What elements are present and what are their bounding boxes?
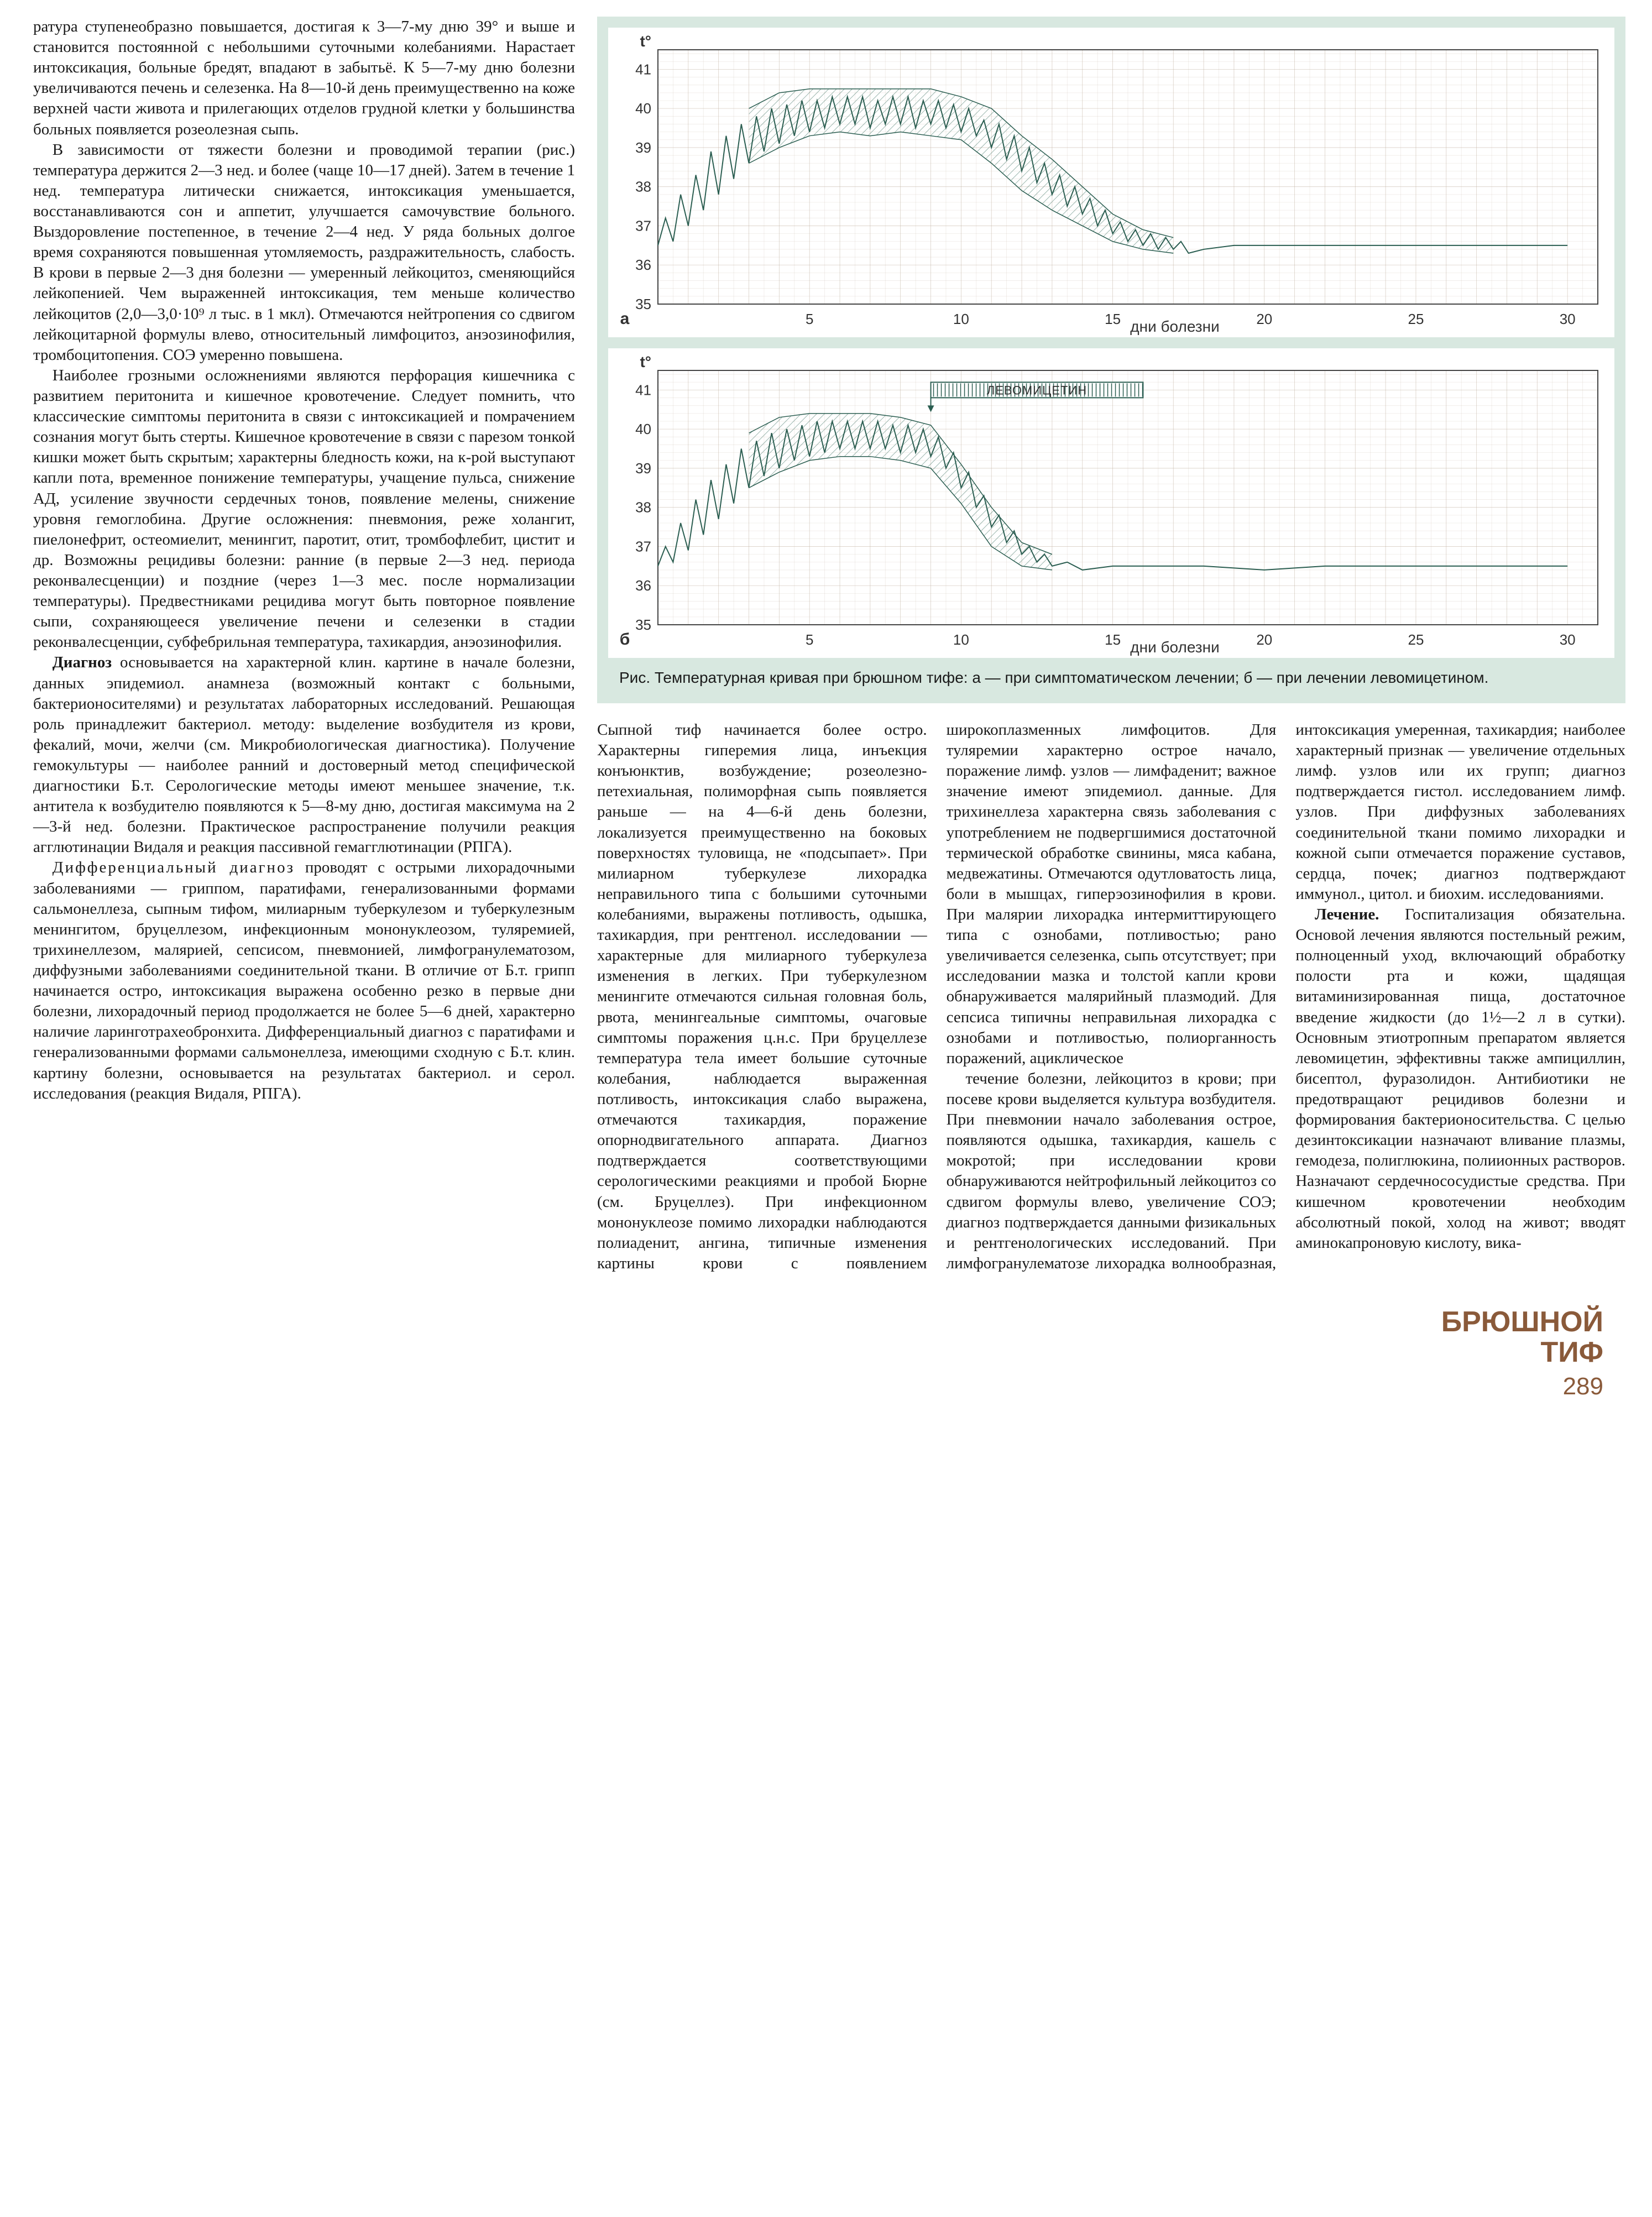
svg-text:б: б	[620, 630, 630, 649]
svg-text:36: 36	[635, 577, 651, 594]
svg-text:25: 25	[1408, 631, 1424, 648]
svg-text:20: 20	[1256, 631, 1272, 648]
svg-text:35: 35	[635, 616, 651, 633]
svg-text:30: 30	[1560, 311, 1576, 327]
para-1: ратура ступенеобразно повышается, достиг…	[33, 17, 575, 140]
svg-text:40: 40	[635, 100, 651, 117]
article-title-line2: ТИФ	[597, 1337, 1603, 1368]
svg-text:37: 37	[635, 538, 651, 555]
svg-text:15: 15	[1105, 311, 1121, 327]
para-5: Дифференциальный диагноз проводят с остр…	[33, 857, 575, 1104]
svg-text:25: 25	[1408, 311, 1424, 327]
svg-text:39: 39	[635, 460, 651, 477]
bottom-text-columns: Сыпной тиф начинается более остро. Харак…	[597, 720, 1625, 1274]
figure-caption: Рис. Температурная кривая при брюшном ти…	[608, 669, 1614, 692]
svg-text:41: 41	[635, 61, 651, 77]
svg-text:5: 5	[806, 311, 813, 327]
svg-text:20: 20	[1256, 311, 1272, 327]
figure-block: 3536373839404151015202530t°дни болезниа …	[597, 17, 1625, 703]
svg-text:30: 30	[1560, 631, 1576, 648]
svg-text:38: 38	[635, 179, 651, 195]
svg-text:10: 10	[953, 311, 969, 327]
para-4: Диагноз основывается на характерной клин…	[33, 652, 575, 857]
svg-text:t°: t°	[640, 353, 651, 370]
svg-text:5: 5	[806, 631, 813, 648]
para-3: Наиболее грозными осложнениями являются …	[33, 365, 575, 653]
left-text-column: ратура ступенеобразно повышается, достиг…	[33, 17, 575, 1400]
page-footer: БРЮШНОЙ ТИФ 289	[597, 1307, 1625, 1400]
diagnosis-header: Диагноз	[53, 653, 112, 671]
svg-text:37: 37	[635, 217, 651, 234]
svg-text:а: а	[620, 310, 630, 328]
svg-text:t°: t°	[640, 33, 651, 50]
svg-text:36: 36	[635, 257, 651, 273]
svg-text:ЛЕВОМИЦЕТИН: ЛЕВОМИЦЕТИН	[987, 383, 1087, 397]
page-number: 289	[597, 1373, 1603, 1400]
svg-text:38: 38	[635, 499, 651, 516]
treatment-header: Лечение.	[1315, 906, 1379, 923]
bottom-para-3: Лечение. Госпитализация обязательна. Осн…	[1295, 904, 1625, 1253]
temperature-chart-a: 35 36 37 38 39 40 41 5 10 15 20 25 30 t° дни болезни а	[608, 28, 1614, 337]
para-2: В зависимости от тяжести болезни и прово…	[33, 140, 575, 365]
svg-text:39: 39	[635, 139, 651, 156]
svg-text:35: 35	[635, 296, 651, 312]
svg-text:15: 15	[1105, 631, 1121, 648]
svg-text:40: 40	[635, 421, 651, 437]
svg-text:дни болезни: дни болезни	[1130, 639, 1219, 656]
svg-text:дни болезни: дни болезни	[1130, 318, 1219, 335]
diffdiag-header: Дифференциальный диагноз	[53, 859, 295, 876]
svg-text:10: 10	[953, 631, 969, 648]
article-title-line1: БРЮШНОЙ	[597, 1307, 1603, 1337]
svg-text:41: 41	[635, 381, 651, 398]
temperature-chart-b: 35 36 37 38 39 40 41 5 10 15 20 25 30 t° дни болезни б Л…	[608, 348, 1614, 658]
